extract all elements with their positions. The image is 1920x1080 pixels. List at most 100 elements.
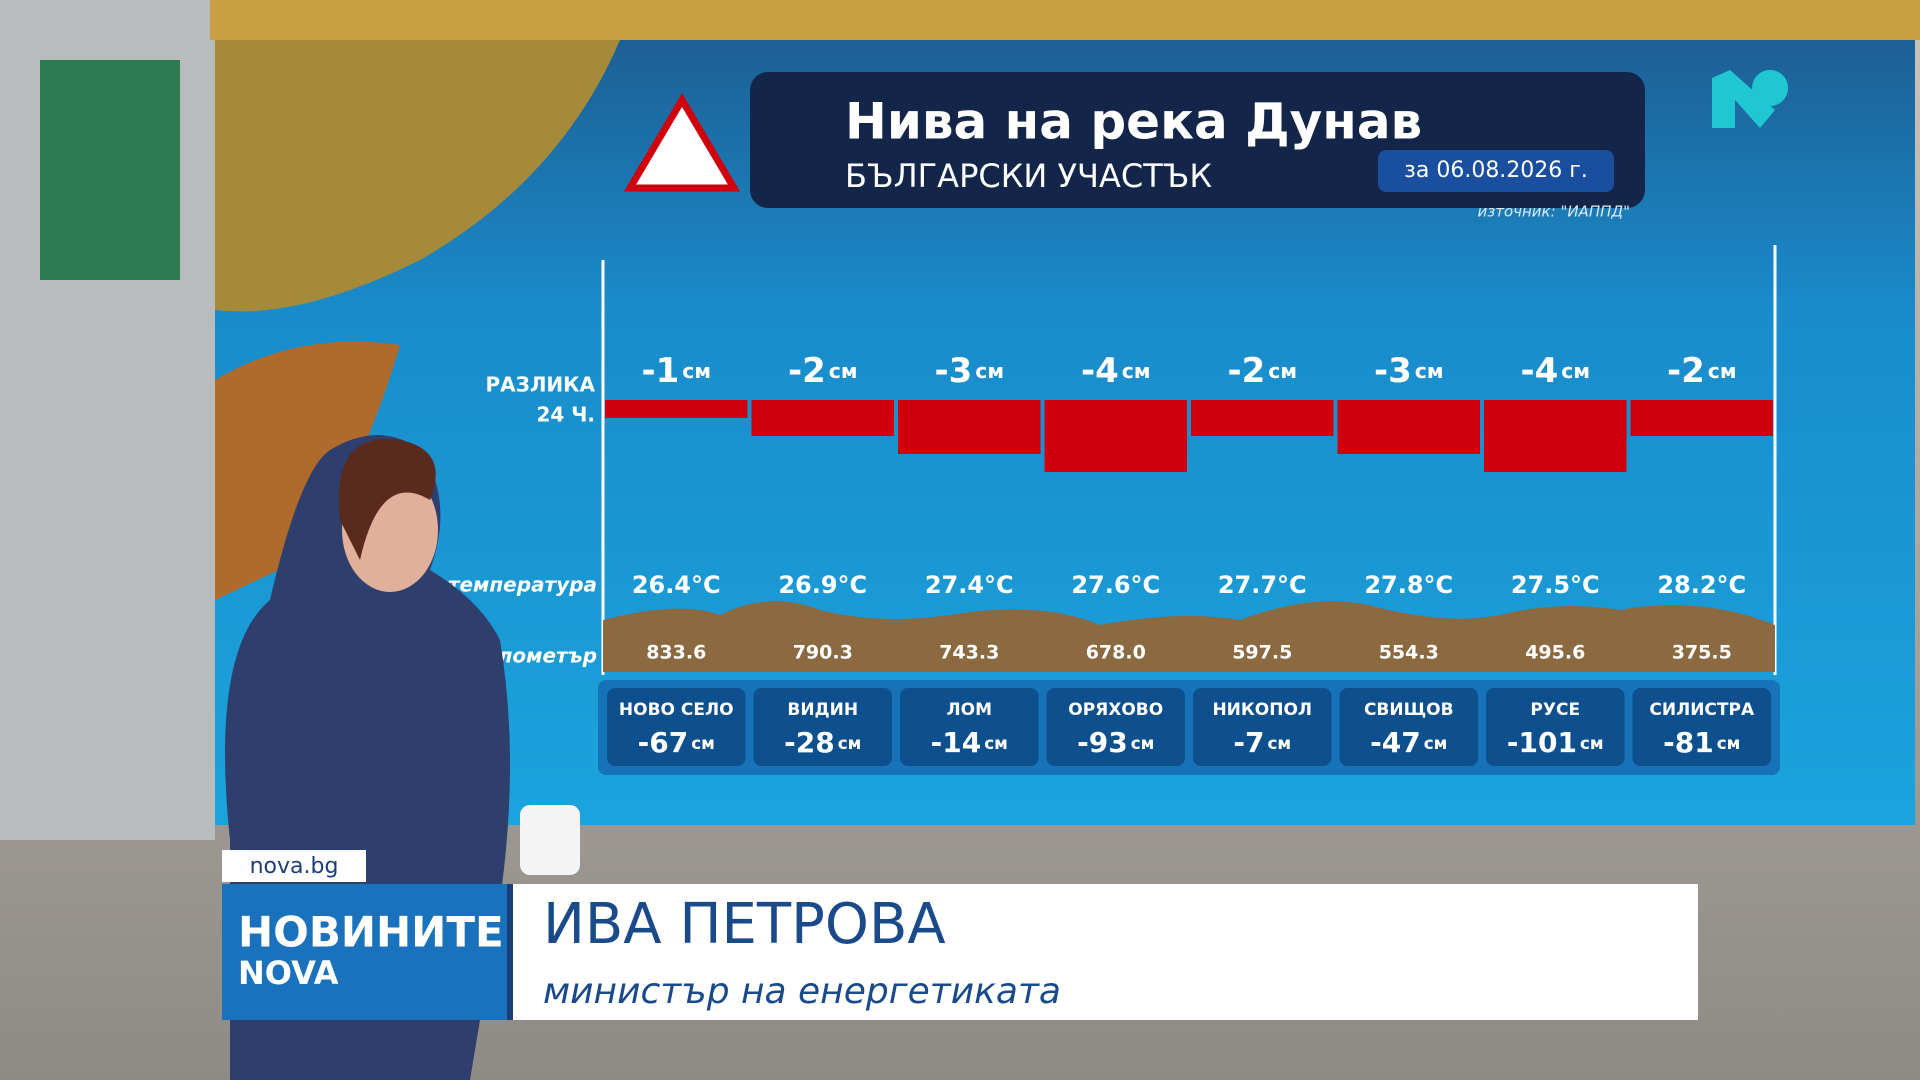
date: за 06.08.2026 г. <box>1404 158 1588 183</box>
diff-label: -1 см <box>641 351 711 391</box>
temperature: 27.8°C <box>1364 571 1453 599</box>
temperature: 26.4°C <box>632 571 721 599</box>
station-name: РУСЕ <box>1530 700 1580 720</box>
guest-role: министър на енергетиката <box>543 971 1061 1012</box>
level-label-value: -81 <box>1663 726 1714 759</box>
diff-label: -2 см <box>1667 351 1737 391</box>
diff-label-unit: см <box>1415 359 1444 383</box>
row-label: температура <box>448 573 597 597</box>
diff-label-unit: см <box>975 359 1004 383</box>
level-label: -7 см <box>1233 726 1291 759</box>
site-box <box>222 850 366 882</box>
presenter-hair <box>338 439 436 560</box>
chart-title: Нива на река Дунав <box>845 93 1422 151</box>
name-box <box>507 884 1698 1020</box>
diff-label-unit: см <box>1268 359 1297 383</box>
guest-name: ИВА ПЕТРОВА <box>543 892 946 957</box>
ceiling <box>210 0 1920 40</box>
island <box>215 341 400 600</box>
diff-label: -4 см <box>1081 351 1151 391</box>
site: nova.bg <box>250 854 339 879</box>
bar <box>751 400 894 436</box>
island <box>215 40 620 312</box>
diff-label-value: -4 <box>1520 351 1558 391</box>
bar <box>1337 400 1480 454</box>
level-label-unit: см <box>1267 733 1291 753</box>
station-box <box>1632 688 1771 766</box>
level-label: -47 см <box>1370 726 1447 759</box>
station-box <box>1193 688 1332 766</box>
brand: NOVA <box>238 954 339 992</box>
station-name: СВИЩОВ <box>1364 700 1454 720</box>
level-label-value: -67 <box>638 726 689 759</box>
diff-label-unit: см <box>1122 359 1151 383</box>
warning-icon <box>623 93 741 192</box>
station-name: СИЛИСТРА <box>1649 700 1755 720</box>
temperature: 27.5°C <box>1511 571 1600 599</box>
temperature: 26.9°C <box>778 571 867 599</box>
diff-label: -2 см <box>1227 351 1297 391</box>
station-box <box>1046 688 1185 766</box>
diff-label: -4 см <box>1520 351 1590 391</box>
level-label-value: -101 <box>1507 726 1577 759</box>
date-box <box>1378 150 1614 192</box>
station-name: ЛОМ <box>947 700 993 720</box>
level-label: -81 см <box>1663 726 1740 759</box>
diff-label-value: -2 <box>1227 351 1265 391</box>
bar <box>1044 400 1187 472</box>
level-label-value: -7 <box>1233 726 1264 759</box>
station-box <box>1339 688 1478 766</box>
kilometer: 833.6 <box>646 642 706 664</box>
kilometer: 495.6 <box>1525 642 1585 664</box>
wall-panel <box>40 60 180 280</box>
diff-label: -2 см <box>788 351 858 391</box>
level-label: -14 см <box>931 726 1008 759</box>
diff-label-value: -2 <box>1667 351 1705 391</box>
temperature: 28.2°C <box>1657 571 1746 599</box>
brand: НОВИНИТЕ <box>238 908 504 957</box>
level-label-value: -93 <box>1077 726 1128 759</box>
station-name: НИКОПОЛ <box>1212 700 1312 720</box>
station-box <box>900 688 1039 766</box>
level-label: -101 см <box>1507 726 1604 759</box>
level-label-value: -28 <box>784 726 835 759</box>
kilometer: 597.5 <box>1232 642 1292 664</box>
diff-label-unit: см <box>682 359 711 383</box>
chart-subtitle: БЪЛГАРСКИ УЧАСТЪК <box>845 157 1212 195</box>
diff-label-value: -1 <box>641 351 679 391</box>
diff-label-value: -3 <box>934 351 972 391</box>
temperature: 27.4°C <box>925 571 1014 599</box>
row-label: РАЗЛИКА <box>485 373 595 397</box>
brand-box <box>222 884 507 1020</box>
kilometer: 790.3 <box>793 642 853 664</box>
station-name: НОВО СЕЛО <box>619 700 734 720</box>
diff-label: -3 см <box>934 351 1004 391</box>
level-label-value: -47 <box>1370 726 1421 759</box>
temperature: 27.6°C <box>1071 571 1160 599</box>
station-box <box>1486 688 1625 766</box>
level-label: -67 см <box>638 726 715 759</box>
station-name: ВИДИН <box>787 700 858 720</box>
bar <box>605 400 748 418</box>
level-label-unit: см <box>984 733 1008 753</box>
diff-label-unit: см <box>1561 359 1590 383</box>
bar <box>1630 400 1773 436</box>
bar <box>1484 400 1627 472</box>
level-label-unit: см <box>691 733 715 753</box>
row-label: 24 Ч. <box>536 403 595 427</box>
kilometer: 743.3 <box>939 642 999 664</box>
kilometer: 678.0 <box>1086 642 1146 664</box>
diff-label: -3 см <box>1374 351 1444 391</box>
divider <box>507 884 513 1020</box>
source: източник: "ИАППД" <box>1478 203 1631 221</box>
bar <box>1191 400 1334 436</box>
level-label: -93 см <box>1077 726 1154 759</box>
diff-label-value: -3 <box>1374 351 1412 391</box>
level-label-unit: см <box>1717 733 1741 753</box>
diff-label-value: -4 <box>1081 351 1119 391</box>
kilometer: 554.3 <box>1379 642 1439 664</box>
bar <box>898 400 1041 454</box>
channel-logo <box>1712 70 1789 128</box>
mug <box>520 805 580 875</box>
